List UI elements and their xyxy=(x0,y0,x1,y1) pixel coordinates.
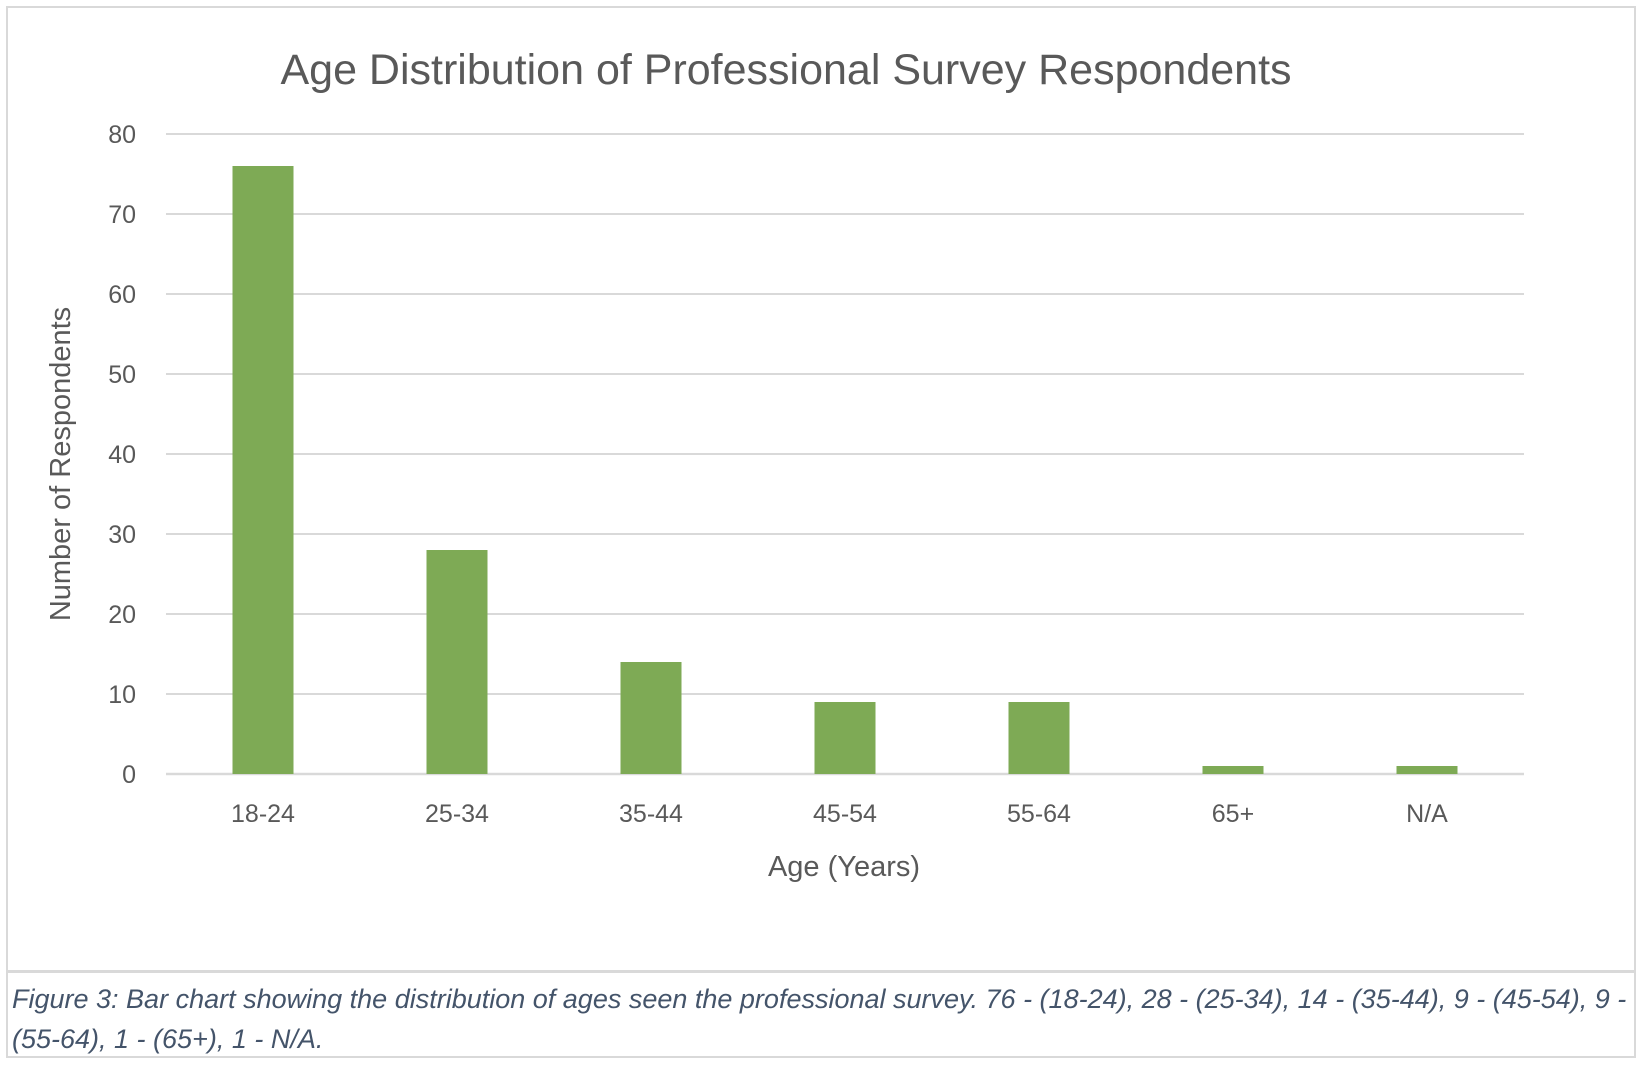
x-axis-ticks: 18-24 25-34 35-44 45-54 55-64 65+ N/A xyxy=(231,800,1448,828)
y-tick-label: 60 xyxy=(108,281,136,309)
x-axis-title: Age (Years) xyxy=(768,851,920,883)
y-tick-label: 30 xyxy=(108,521,136,549)
x-tick-label: 65+ xyxy=(1212,800,1254,828)
y-tick-label: 10 xyxy=(108,681,136,709)
x-tick-label: 55-64 xyxy=(1007,800,1071,828)
figure-caption: Figure 3: Bar chart showing the distribu… xyxy=(12,984,1627,1054)
y-axis-title: Number of Respondents xyxy=(45,307,77,621)
x-tick-label: 25-34 xyxy=(425,800,489,828)
bar-3544 xyxy=(620,662,682,774)
bar-5564 xyxy=(1008,702,1070,774)
y-axis-ticks: 0 10 20 30 40 50 60 70 80 xyxy=(108,121,136,789)
x-tick-label: 45-54 xyxy=(813,800,877,828)
y-tick-label: 40 xyxy=(108,441,136,469)
gridlines xyxy=(166,133,1524,776)
x-tick-label: N/A xyxy=(1406,800,1448,828)
y-tick-label: 80 xyxy=(108,121,136,149)
bar-4554 xyxy=(814,702,876,774)
chart-title: Age Distribution of Professional Survey … xyxy=(280,46,1291,94)
caption-box: Figure 3: Bar chart showing the distribu… xyxy=(8,970,1634,1058)
bar-2534 xyxy=(426,550,488,774)
y-tick-label: 0 xyxy=(122,761,136,789)
y-tick-label: 70 xyxy=(108,201,136,229)
y-tick-label: 50 xyxy=(108,361,136,389)
x-tick-label: 18-24 xyxy=(231,800,295,828)
bar-65 xyxy=(1202,766,1264,774)
figure-frame: Age Distribution of Professional Survey … xyxy=(6,6,1636,1058)
bars xyxy=(232,166,1458,774)
bar-na xyxy=(1396,766,1458,774)
y-tick-label: 20 xyxy=(108,601,136,629)
bar-chart: Age Distribution of Professional Survey … xyxy=(45,46,1524,883)
x-tick-label: 35-44 xyxy=(619,800,683,828)
bar-1824 xyxy=(232,166,294,774)
